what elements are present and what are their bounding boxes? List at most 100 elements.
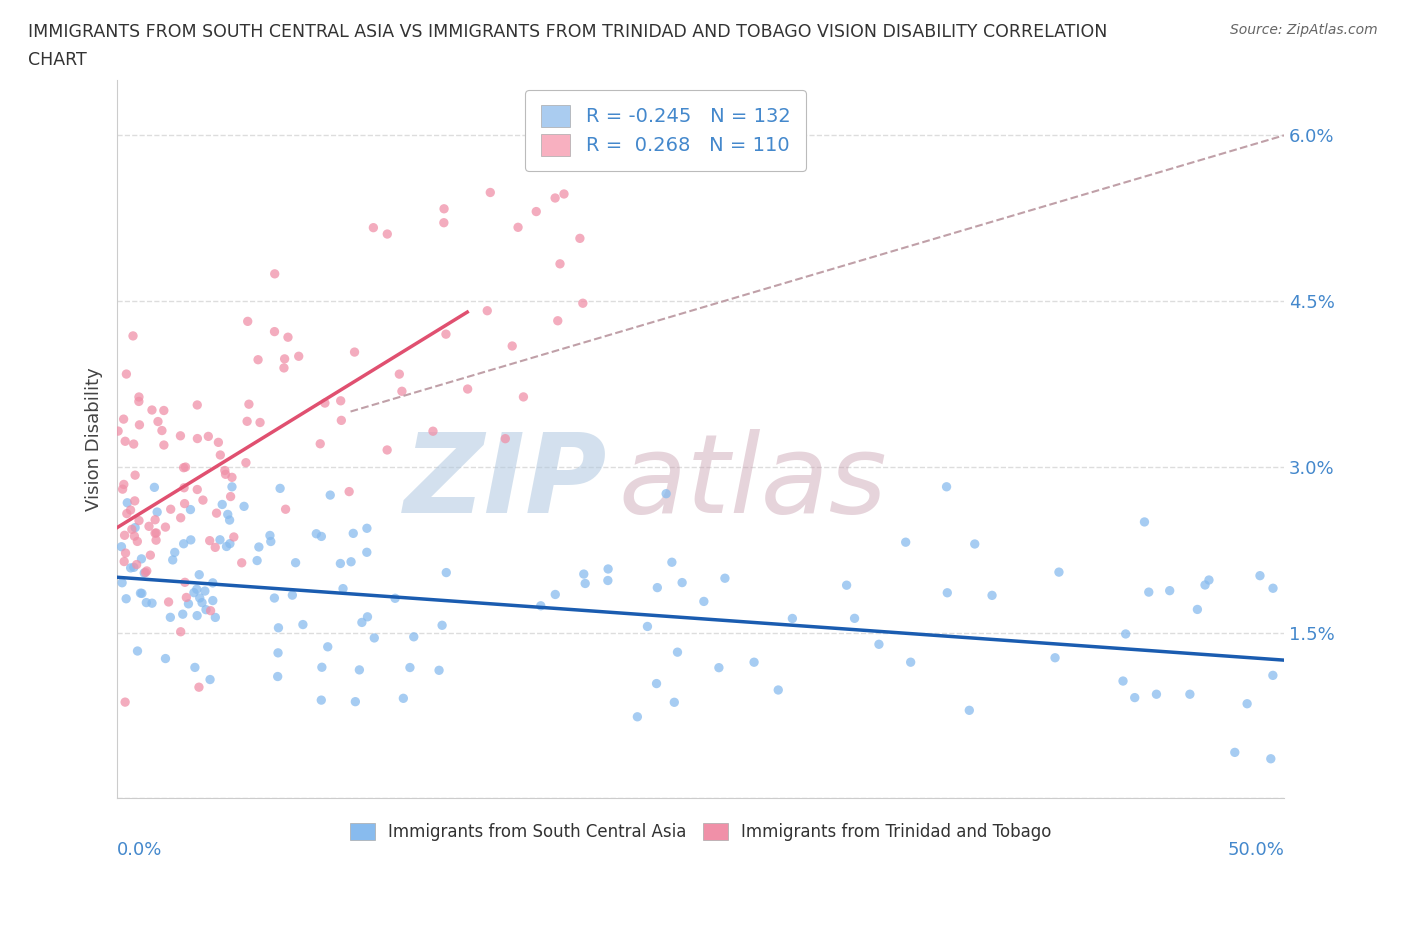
Point <box>375 443 398 458</box>
Point <box>319 487 342 502</box>
Point <box>936 585 959 600</box>
Text: Source: ZipAtlas.com: Source: ZipAtlas.com <box>1230 23 1378 37</box>
Y-axis label: Vision Disability: Vision Disability <box>86 367 103 512</box>
Point <box>143 512 166 527</box>
Point <box>337 485 360 499</box>
Point <box>547 313 569 328</box>
Point <box>332 581 354 596</box>
Point <box>188 680 211 695</box>
Point <box>568 231 591 246</box>
Point <box>267 645 290 660</box>
Point <box>782 611 804 626</box>
Point <box>141 596 163 611</box>
Point <box>349 662 371 677</box>
Point <box>427 663 450 678</box>
Point <box>506 219 529 234</box>
Point <box>146 414 169 429</box>
Point <box>249 415 271 430</box>
Point <box>114 695 136 710</box>
Point <box>124 468 146 483</box>
Point <box>173 480 195 495</box>
Point <box>134 565 156 580</box>
Point <box>305 526 328 541</box>
Point <box>544 191 567 206</box>
Point <box>868 637 890 652</box>
Point <box>214 467 236 482</box>
Point <box>645 676 668 691</box>
Point <box>204 610 226 625</box>
Point <box>572 566 595 581</box>
Point <box>664 695 686 710</box>
Point <box>115 591 138 606</box>
Point <box>128 390 150 405</box>
Point <box>693 594 716 609</box>
Point <box>636 619 658 634</box>
Point <box>1260 751 1282 766</box>
Point <box>666 644 689 659</box>
Point <box>309 436 332 451</box>
Point <box>114 528 136 543</box>
Point <box>363 220 385 235</box>
Text: CHART: CHART <box>28 51 87 69</box>
Point <box>115 366 138 381</box>
Point <box>207 435 229 450</box>
Text: ZIP: ZIP <box>404 429 607 536</box>
Point <box>1249 568 1271 583</box>
Point <box>267 669 290 684</box>
Point <box>707 660 730 675</box>
Point <box>311 659 333 674</box>
Point <box>963 537 986 551</box>
Point <box>112 412 135 427</box>
Point <box>209 447 232 462</box>
Point <box>714 571 737 586</box>
Point <box>981 588 1004 603</box>
Point <box>153 403 176 418</box>
Point <box>434 326 457 341</box>
Point <box>115 506 138 521</box>
Point <box>1198 573 1220 588</box>
Point <box>1187 602 1209 617</box>
Point <box>457 381 479 396</box>
Point <box>221 479 243 494</box>
Point <box>138 519 160 534</box>
Point <box>127 534 149 549</box>
Point <box>145 525 167 540</box>
Point <box>356 545 378 560</box>
Point <box>188 567 211 582</box>
Point <box>343 345 366 360</box>
Point <box>112 554 135 569</box>
Point <box>388 366 411 381</box>
Point <box>1047 565 1070 579</box>
Point <box>112 477 135 492</box>
Point <box>311 529 333 544</box>
Point <box>900 655 922 670</box>
Point <box>356 521 378 536</box>
Point <box>131 551 153 566</box>
Point <box>217 507 239 522</box>
Point <box>957 703 980 718</box>
Point <box>208 532 231 547</box>
Point <box>143 480 166 495</box>
Point <box>434 565 457 580</box>
Point <box>235 455 257 470</box>
Point <box>1261 668 1284 683</box>
Point <box>129 586 152 601</box>
Point <box>174 575 197 590</box>
Point <box>198 672 221 687</box>
Point <box>141 403 163 418</box>
Point <box>1146 686 1168 701</box>
Point <box>1112 673 1135 688</box>
Point <box>183 585 205 600</box>
Point <box>402 630 425 644</box>
Point <box>281 588 304 603</box>
Point <box>596 573 619 588</box>
Point <box>316 639 339 654</box>
Point <box>122 328 145 343</box>
Point <box>894 535 917 550</box>
Point <box>274 502 297 517</box>
Point <box>222 529 245 544</box>
Point <box>110 539 132 554</box>
Point <box>263 591 285 605</box>
Point <box>236 314 259 329</box>
Point <box>477 303 499 318</box>
